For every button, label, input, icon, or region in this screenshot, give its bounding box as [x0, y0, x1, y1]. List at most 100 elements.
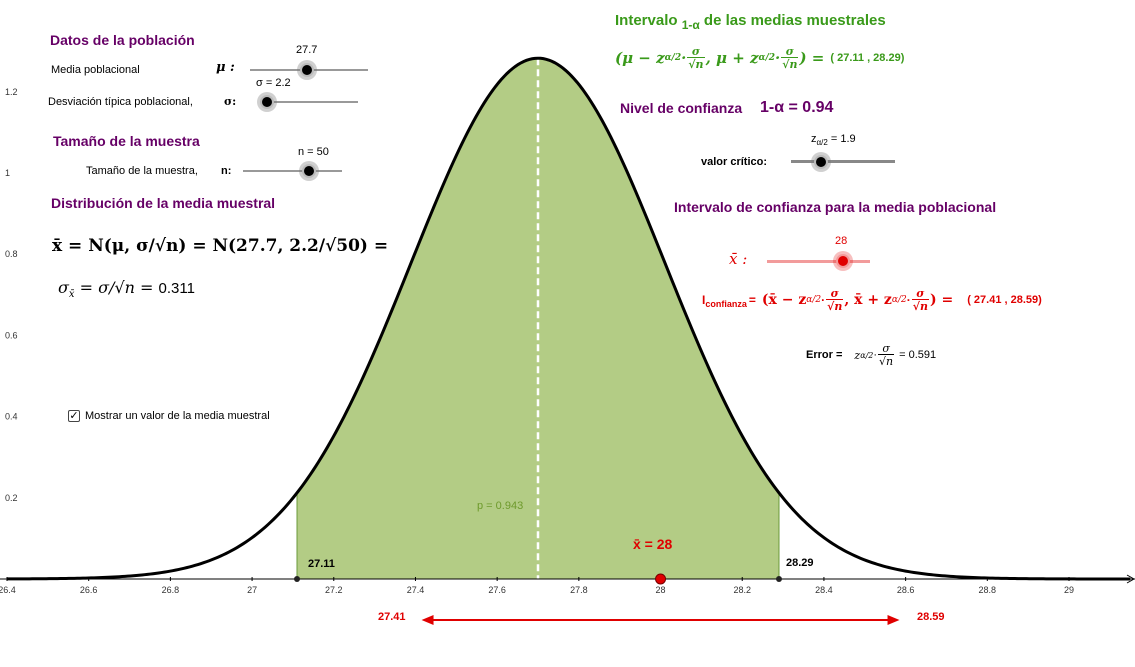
im-frac-2-num: σ [785, 45, 794, 58]
mean-slider-value: 27.7 [296, 44, 318, 56]
x-tick-label: 28.6 [897, 585, 915, 595]
critical-slider-knob[interactable] [814, 155, 828, 169]
interval-title-sub: 1-α [681, 18, 700, 32]
p-label: p = 0.943 [477, 500, 524, 512]
im-frac-2: σ √n [781, 45, 799, 71]
im-formula-b: · [681, 49, 687, 67]
error-frac: σ √n [878, 343, 895, 368]
x-tick-label: 27.2 [325, 585, 343, 595]
upper-bound-label: 28.29 [786, 557, 814, 569]
sigma-symbol: σ [58, 278, 69, 297]
x-tick-label: 28 [656, 585, 666, 595]
sd-slider-track[interactable] [260, 101, 358, 103]
y-tick-label: 0.2 [5, 493, 18, 503]
x-tick-label: 28.2 [733, 585, 751, 595]
im-formula-b-2: · [775, 49, 781, 67]
xbar-slider-value: 28 [835, 235, 848, 247]
lower-bound-point [294, 576, 301, 582]
im-frac-1-num: σ [691, 45, 700, 58]
sample-title: Tamaño de la muestra [53, 133, 200, 149]
interval-title-pre: Intervalo [615, 12, 682, 29]
ci-arrow-left-head [421, 615, 434, 625]
im-frac-2-den: √n [781, 57, 799, 71]
error-label: Error = [806, 349, 843, 361]
x-tick-label: 27.8 [570, 585, 588, 595]
y-tick-label: 0.4 [5, 412, 18, 422]
show-sample-mean-label[interactable]: Mostrar un valor de la media muestral [85, 410, 270, 422]
interval-means-formula: (μ − z α/2 · σ √n , μ + z α/2 · σ √n ) = ( 2… [615, 46, 904, 70]
ci-formula-b: · [821, 293, 826, 307]
sd-label: Desviación típica poblacional, [48, 96, 193, 108]
z-value: = 1.9 [827, 133, 856, 145]
critical-slider-track[interactable] [791, 160, 895, 163]
sigma-xbar-formula: σx̄ = σ/√n = 0.311 [58, 278, 195, 300]
sd-symbol: σ: [224, 95, 237, 108]
sample-size-value: n = 50 [298, 146, 329, 158]
upper-bound-point [775, 576, 782, 582]
confidence-label: Nivel de confianza [620, 100, 743, 116]
error-value: = 0.591 [899, 349, 937, 361]
ci-frac-2-den: √n [911, 299, 929, 313]
sigma-value: 0.311 [158, 280, 195, 297]
interval-title-post: de las medias muestrales [699, 12, 886, 29]
ci-frac-2-num: σ [916, 287, 925, 300]
ci-formula-sub-2: α/2 [891, 295, 907, 305]
x-tick-label: 27 [247, 585, 257, 595]
ci-arrow-right-head [887, 615, 900, 625]
lower-bound-label: 27.11 [308, 558, 335, 570]
x-tick-label: 26.8 [162, 585, 180, 595]
I-label: I [702, 293, 706, 307]
x-tick-label: 27.6 [488, 585, 506, 595]
xbar-slider-track[interactable] [767, 260, 870, 263]
im-formula-c: , μ + z [705, 49, 759, 67]
sample-size-slider-knob[interactable] [302, 164, 316, 178]
x-tick-label: 29 [1064, 585, 1074, 595]
error-frac-den: √n [878, 354, 895, 368]
ci-upper-label: 28.59 [917, 611, 945, 623]
xbar-slider-knob[interactable] [836, 254, 850, 268]
ci-frac-1-num: σ [830, 287, 839, 300]
im-formula-sub: α/2 [664, 53, 682, 63]
confidence-value: 1-α = 0.94 [760, 99, 834, 116]
sample-size-label: Tamaño de la muestra, [86, 165, 198, 177]
ci-formula-d: ) = [929, 292, 954, 308]
error-sub: α/2 [860, 350, 874, 360]
im-formula-a: (μ − z [615, 49, 665, 67]
density-curve [6, 56, 1131, 581]
x-tick-label: 28.4 [815, 585, 833, 595]
sd-slider-knob[interactable] [260, 95, 274, 109]
y-tick-label: 0.8 [5, 249, 18, 259]
xbar-marker-label: x̄ = 28 [633, 536, 673, 552]
im-frac-1: σ √n [687, 45, 705, 71]
show-sample-mean-checkbox[interactable]: ✓ [68, 410, 80, 422]
z-prefix: z [811, 133, 817, 145]
ci-formula-b-2: · [906, 293, 911, 307]
critical-value-display: zα/2 = 1.9 [811, 133, 856, 147]
ci-frac-2: σ √n [911, 287, 929, 313]
y-tick-label: 1 [5, 168, 10, 178]
ci-result: ( 27.41 , 28.59) [967, 294, 1042, 306]
ci-formula-sub: α/2 [806, 295, 822, 305]
I-sub: confianza [705, 299, 747, 309]
x-tick-label: 26.6 [80, 585, 98, 595]
population-title: Datos de la población [50, 32, 195, 48]
distribution-formula: x̄ = N(μ, σ/√n) = N(27.7, 2.2/√50) = [52, 236, 389, 256]
error-z: z [854, 348, 861, 362]
x-tick-label: 26.4 [0, 585, 16, 595]
im-formula-sub-2: α/2 [758, 53, 776, 63]
sample-size-slider-track[interactable] [243, 170, 342, 172]
sd-slider-value: σ = 2.2 [256, 77, 291, 89]
error-dot: · [873, 349, 878, 361]
im-frac-1-den: √n [687, 57, 705, 71]
mean-slider-knob[interactable] [300, 63, 314, 77]
y-tick-label: 0.6 [5, 330, 18, 340]
ci-formula-c: , x̄ + z [844, 292, 892, 308]
sigma-subscript: x̄ [68, 289, 75, 301]
mean-symbol: μ : [216, 60, 235, 75]
im-formula-d: ) = [799, 49, 825, 67]
ci-frac-1: σ √n [826, 287, 844, 312]
ci-lower-label: 27.41 [378, 611, 406, 623]
sample-mean-point [655, 573, 667, 585]
